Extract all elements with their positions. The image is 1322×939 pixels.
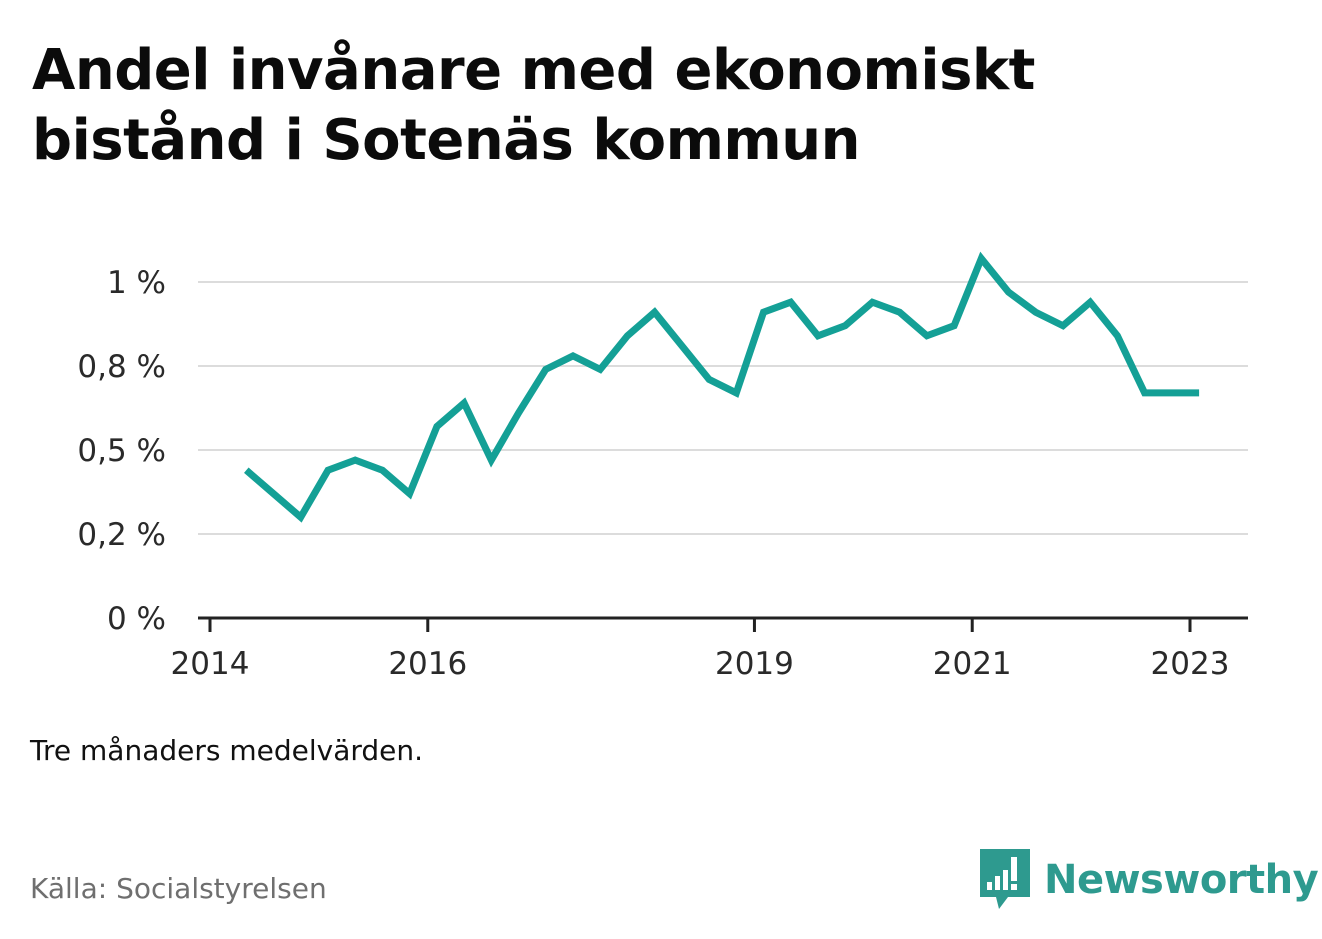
- grid-lines: [198, 281, 1248, 535]
- source-text: Källa: Socialstyrelsen: [30, 872, 327, 905]
- y-axis-tick-labels: 0 % 0,2 % 0,5 % 0,8 % 1 %: [77, 265, 166, 637]
- newsworthy-logo[interactable]: Newsworthy: [980, 848, 1319, 912]
- x-axis-tick-labels: 2014 2016 2019 2021 2023: [171, 646, 1230, 682]
- y-tick-label: 1 %: [107, 265, 166, 301]
- y-tick-label: 0,5 %: [77, 433, 166, 469]
- x-tick-label: 2014: [171, 646, 250, 682]
- x-tick-label: 2021: [933, 646, 1012, 682]
- chart-title: Andel invånare med ekonomiskt bistånd i …: [32, 38, 1035, 173]
- chart-note: Tre månaders medelvärden.: [30, 734, 424, 767]
- series-layer: [244, 251, 1200, 523]
- x-tick-label: 2023: [1151, 646, 1230, 682]
- newsworthy-logo-icon: [980, 849, 1030, 909]
- y-tick-label: 0,8 %: [77, 349, 166, 385]
- y-tick-label: 0,2 %: [77, 517, 166, 553]
- y-tick-label: 0 %: [107, 601, 166, 637]
- x-axis: [198, 616, 1248, 632]
- x-tick-label: 2019: [715, 646, 794, 682]
- x-tick-label: 2016: [388, 646, 467, 682]
- brand-name: Newsworthy: [1044, 857, 1319, 903]
- series-line: [244, 251, 1200, 523]
